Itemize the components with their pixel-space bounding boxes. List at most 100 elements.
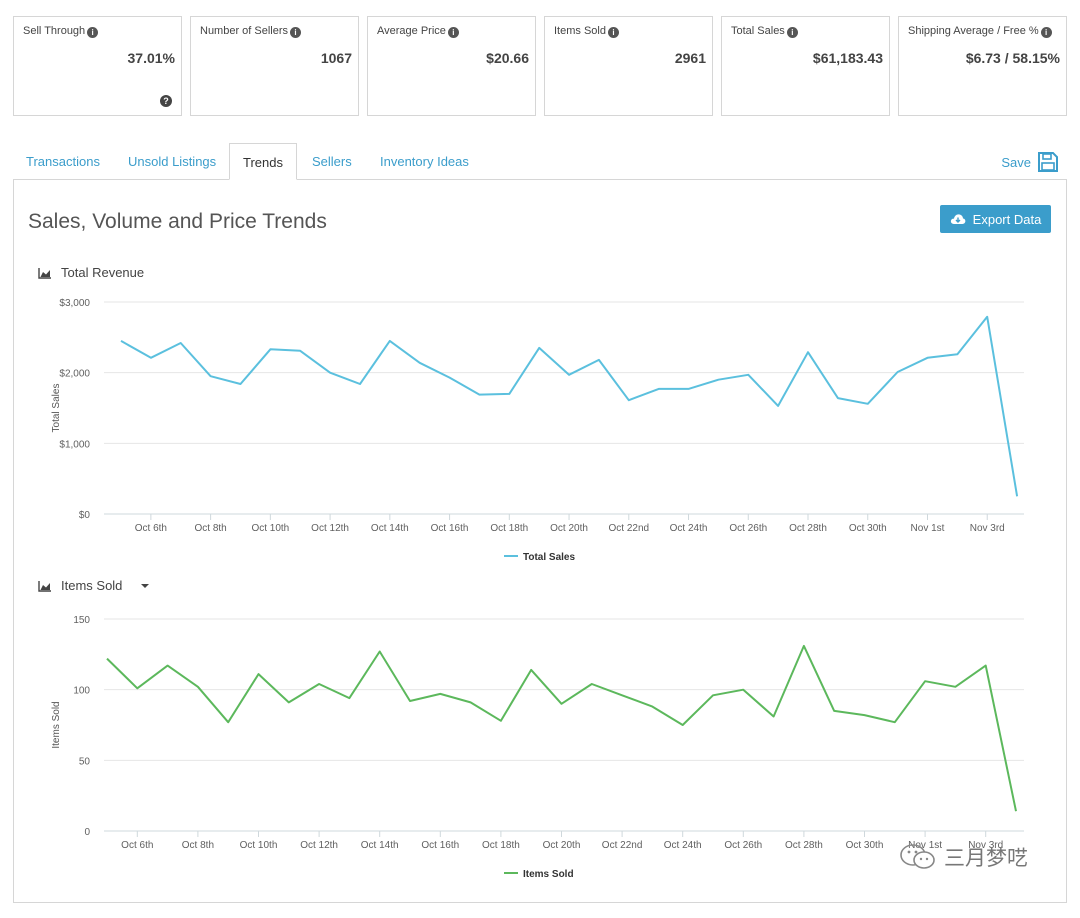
data-point[interactable] xyxy=(773,401,783,411)
legend-item[interactable]: Items Sold xyxy=(504,869,574,880)
data-point[interactable] xyxy=(833,393,843,403)
data-point[interactable] xyxy=(176,338,186,348)
data-point[interactable] xyxy=(799,641,809,651)
data-point[interactable] xyxy=(743,370,753,380)
legend-label: Items Sold xyxy=(523,869,574,880)
chevron-down-icon[interactable] xyxy=(141,583,150,588)
data-point[interactable] xyxy=(206,371,216,381)
data-point[interactable] xyxy=(163,661,173,671)
data-point[interactable] xyxy=(624,395,634,405)
data-point[interactable] xyxy=(713,375,723,385)
x-tick-label: Oct 26th xyxy=(724,840,762,851)
info-icon[interactable]: i xyxy=(290,27,302,38)
data-point[interactable] xyxy=(116,336,126,346)
data-point[interactable] xyxy=(265,344,275,354)
stat-label: Total Sales xyxy=(731,25,785,37)
data-point[interactable] xyxy=(1012,491,1022,501)
data-point[interactable] xyxy=(132,683,142,693)
data-point[interactable] xyxy=(385,336,395,346)
data-point[interactable] xyxy=(950,682,960,692)
legend-item[interactable]: Total Sales xyxy=(504,552,575,563)
data-point[interactable] xyxy=(344,693,354,703)
wechat-icon xyxy=(900,844,935,869)
data-point[interactable] xyxy=(893,367,903,377)
tab-trends[interactable]: Trends xyxy=(229,143,297,180)
data-point[interactable] xyxy=(769,712,779,722)
x-tick-label: Oct 6th xyxy=(135,523,167,534)
data-point[interactable] xyxy=(526,665,536,675)
data-point[interactable] xyxy=(375,647,385,657)
data-point[interactable] xyxy=(654,384,664,394)
data-point[interactable] xyxy=(564,370,574,380)
y-axis-label: Total Sales xyxy=(51,384,62,433)
data-point[interactable] xyxy=(920,676,930,686)
data-point[interactable] xyxy=(504,389,514,399)
data-point[interactable] xyxy=(981,661,991,671)
export-label: Export Data xyxy=(972,211,1042,227)
data-point[interactable] xyxy=(829,706,839,716)
export-data-button[interactable]: Export Data xyxy=(940,205,1051,233)
info-icon[interactable]: i xyxy=(447,27,459,38)
data-point[interactable] xyxy=(617,690,627,700)
data-point[interactable] xyxy=(594,355,604,365)
info-icon[interactable]: i xyxy=(786,27,798,38)
info-icon[interactable]: i xyxy=(607,27,619,38)
x-tick-label: Nov 1st xyxy=(908,840,942,851)
data-point[interactable] xyxy=(890,717,900,727)
tab-transactions[interactable]: Transactions xyxy=(26,154,100,169)
data-point[interactable] xyxy=(405,696,415,706)
data-point[interactable] xyxy=(146,353,156,363)
x-tick-label: Oct 14th xyxy=(361,840,399,851)
x-tick-label: Oct 26th xyxy=(729,523,767,534)
info-icon[interactable]: i xyxy=(1040,27,1052,38)
data-point[interactable] xyxy=(860,710,870,720)
data-point[interactable] xyxy=(496,716,506,726)
tab-sellers[interactable]: Sellers xyxy=(312,154,352,169)
data-point[interactable] xyxy=(684,384,694,394)
data-point[interactable] xyxy=(647,702,657,712)
data-point[interactable] xyxy=(534,343,544,353)
x-tick-label: Oct 12th xyxy=(300,840,338,851)
data-point[interactable] xyxy=(325,368,335,378)
stat-value: 37.01% xyxy=(127,50,175,66)
tab-inventory-ideas[interactable]: Inventory Ideas xyxy=(380,154,469,169)
data-point[interactable] xyxy=(314,679,324,689)
tab-bar: Transactions Unsold Listings Trends Sell… xyxy=(13,143,1067,180)
data-point[interactable] xyxy=(355,379,365,389)
data-point[interactable] xyxy=(102,654,112,664)
data-point[interactable] xyxy=(223,717,233,727)
tab-unsold-listings[interactable]: Unsold Listings xyxy=(128,154,217,169)
y-axis-label: Items Sold xyxy=(51,701,62,748)
data-point[interactable] xyxy=(466,697,476,707)
data-point[interactable] xyxy=(235,379,245,389)
data-point[interactable] xyxy=(557,699,567,709)
x-tick-label: Oct 16th xyxy=(421,840,459,851)
data-point[interactable] xyxy=(284,697,294,707)
data-point[interactable] xyxy=(678,720,688,730)
data-point[interactable] xyxy=(982,312,992,322)
y-tick-label: $3,000 xyxy=(59,298,90,309)
data-point[interactable] xyxy=(435,689,445,699)
data-point[interactable] xyxy=(415,358,425,368)
data-point[interactable] xyxy=(1011,806,1021,816)
data-point[interactable] xyxy=(952,349,962,359)
help-icon[interactable]: ? xyxy=(160,95,172,107)
stat-label: Average Price xyxy=(377,25,446,37)
info-icon[interactable]: i xyxy=(87,27,99,38)
x-tick-label: Nov 1st xyxy=(911,523,945,534)
series-line[interactable] xyxy=(120,315,1019,497)
data-point[interactable] xyxy=(738,685,748,695)
save-button[interactable]: Save xyxy=(1001,151,1059,173)
data-point[interactable] xyxy=(803,347,813,357)
data-point[interactable] xyxy=(474,390,484,400)
data-point[interactable] xyxy=(254,669,264,679)
data-point[interactable] xyxy=(295,346,305,356)
data-point[interactable] xyxy=(193,682,203,692)
data-point[interactable] xyxy=(708,690,718,700)
data-point[interactable] xyxy=(587,679,597,689)
data-point[interactable] xyxy=(922,353,932,363)
data-point[interactable] xyxy=(445,373,455,383)
series-line[interactable] xyxy=(106,644,1017,812)
x-tick-label: Oct 10th xyxy=(240,840,278,851)
data-point[interactable] xyxy=(863,399,873,409)
